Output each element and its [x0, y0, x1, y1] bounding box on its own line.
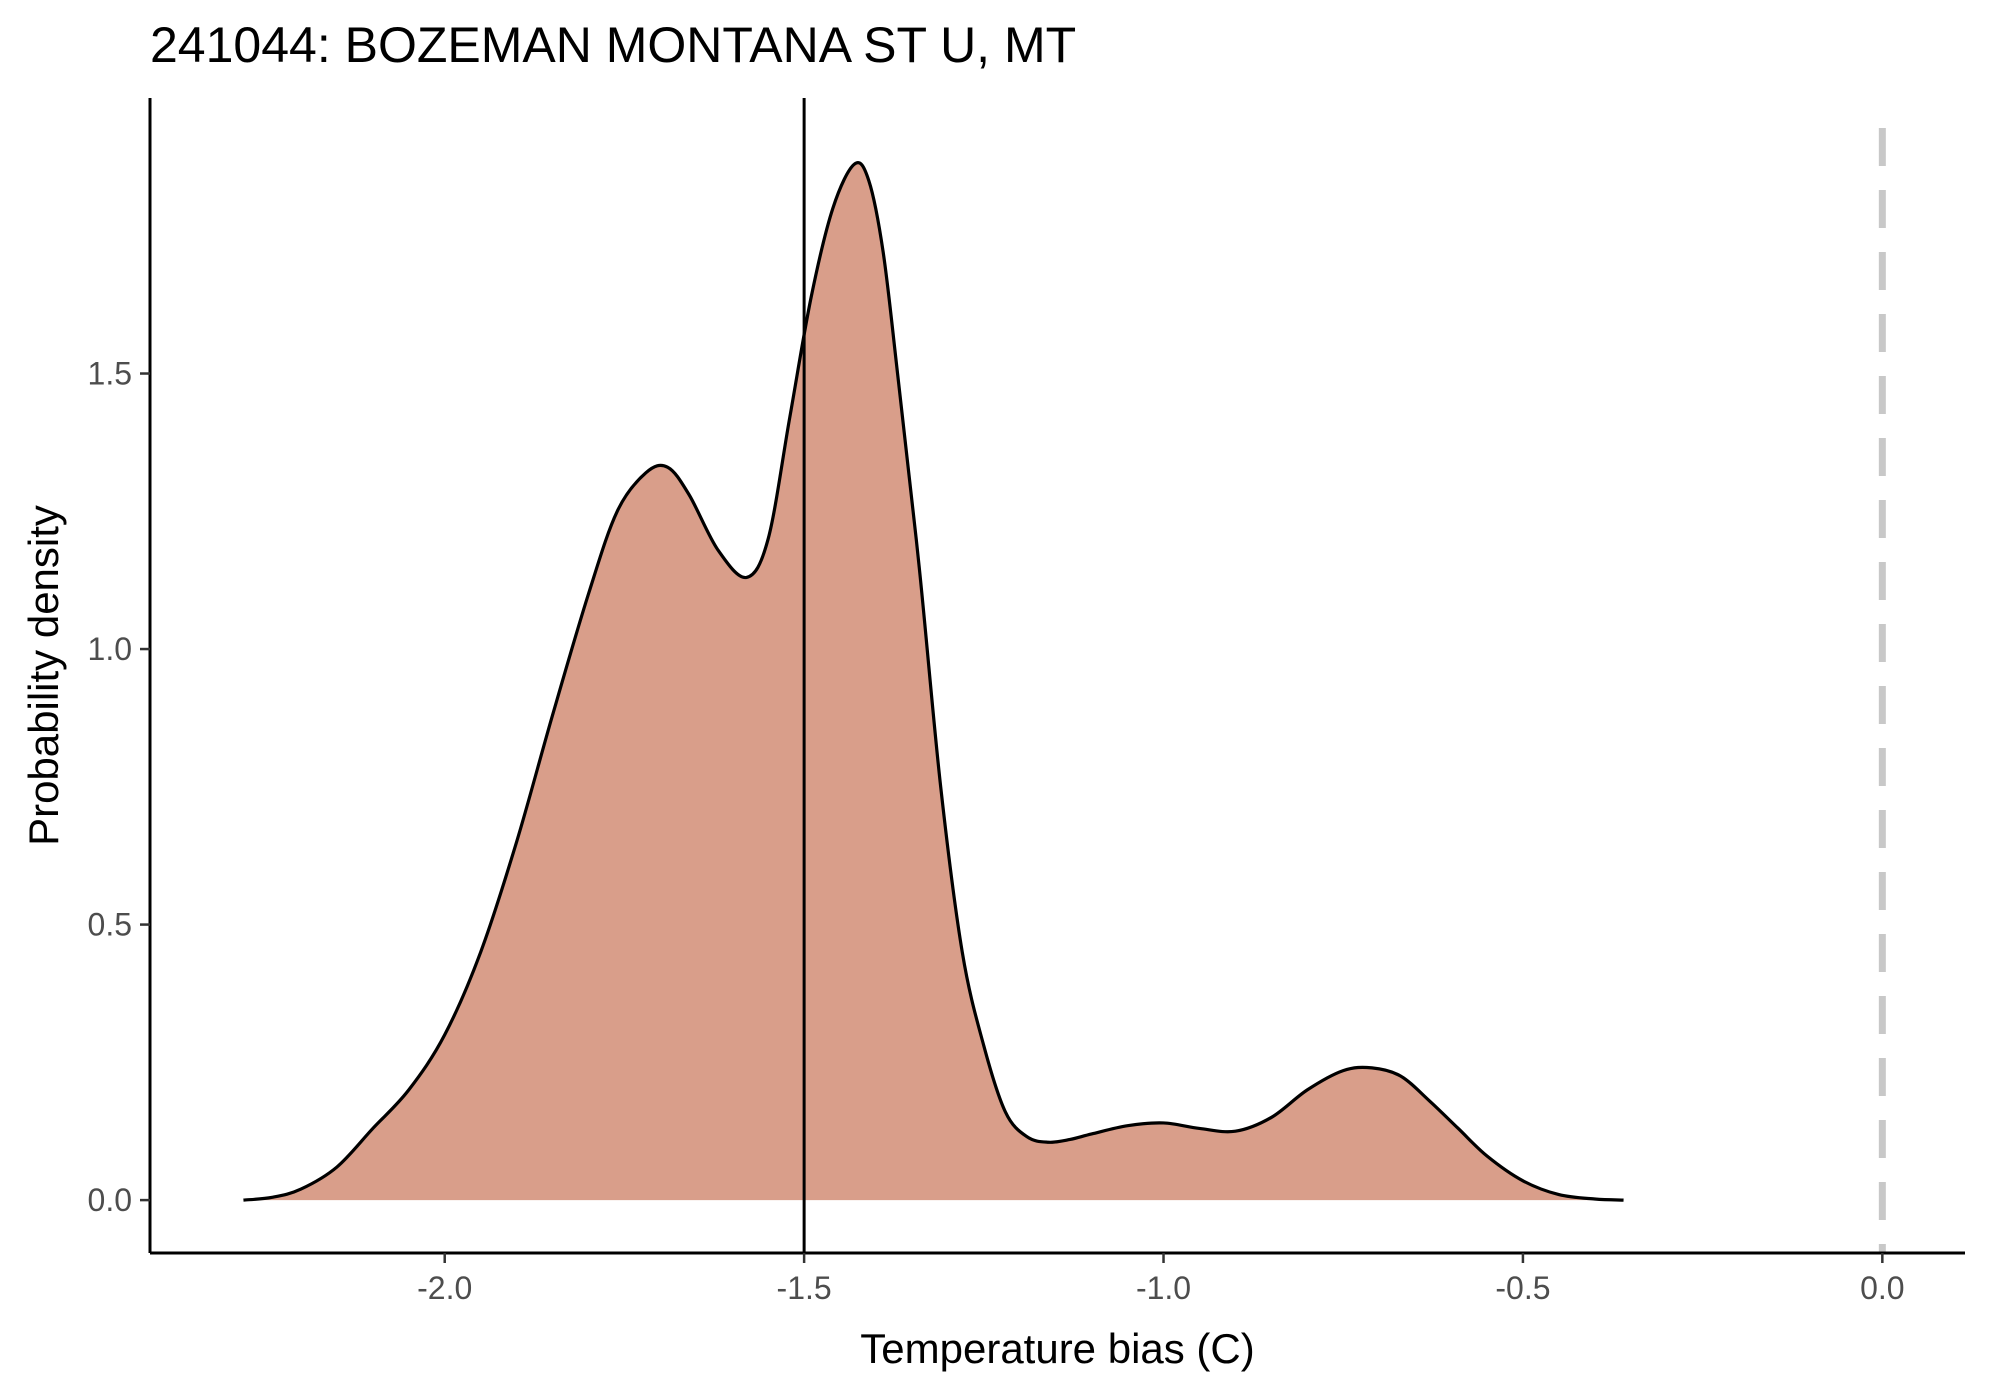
- chart-title: 241044: BOZEMAN MONTANA ST U, MT: [150, 17, 1076, 73]
- x-axis-title: Temperature bias (C): [860, 1325, 1254, 1372]
- x-tick-label: -1.0: [1136, 1270, 1191, 1306]
- density-curve: [243, 161, 1624, 1202]
- y-axis-title: Probability density: [20, 505, 67, 846]
- x-tick-label: 0.0: [1860, 1270, 1904, 1306]
- y-tick-label: 0.0: [88, 1182, 132, 1218]
- x-axis-ticks: -2.0 -1.5 -1.0 -0.5 0.0: [417, 1253, 1905, 1306]
- y-tick-label: 1.5: [88, 356, 132, 392]
- density-area: [243, 162, 1624, 1201]
- plot-area: [243, 98, 1886, 1253]
- y-tick-label: 1.0: [88, 631, 132, 667]
- x-tick-label: -1.5: [777, 1270, 832, 1306]
- x-tick-label: -0.5: [1495, 1270, 1550, 1306]
- y-tick-label: 0.5: [88, 907, 132, 943]
- y-axis-ticks: 0.0 0.5 1.0 1.5: [88, 356, 150, 1218]
- x-tick-label: -2.0: [417, 1270, 472, 1306]
